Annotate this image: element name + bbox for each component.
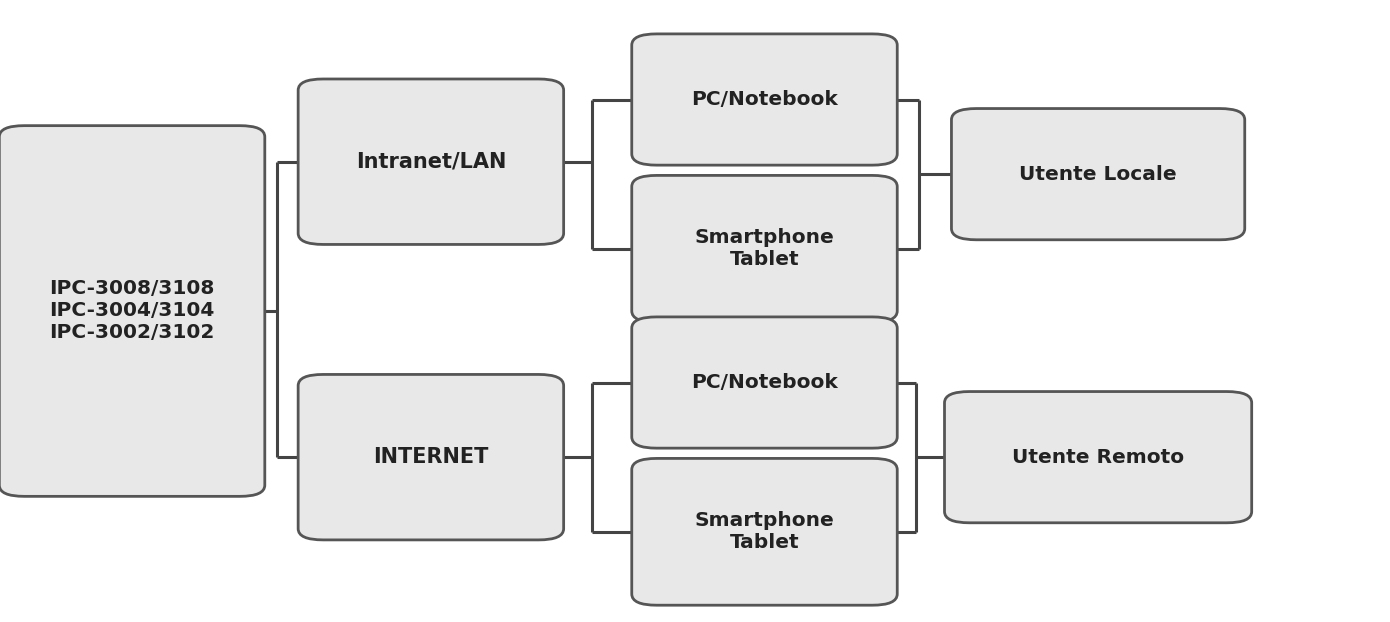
Text: INTERNET: INTERNET — [373, 447, 489, 467]
Text: Utente Locale: Utente Locale — [1019, 165, 1177, 183]
Text: PC/Notebook: PC/Notebook — [691, 373, 838, 392]
FancyBboxPatch shape — [0, 126, 264, 496]
Text: IPC-3008/3108
IPC-3004/3104
IPC-3002/3102: IPC-3008/3108 IPC-3004/3104 IPC-3002/310… — [50, 279, 214, 343]
Text: Smartphone
Tablet: Smartphone Tablet — [695, 511, 834, 552]
Text: Intranet/LAN: Intranet/LAN — [356, 152, 506, 172]
FancyBboxPatch shape — [297, 79, 564, 244]
FancyBboxPatch shape — [951, 109, 1245, 240]
Text: Utente Remoto: Utente Remoto — [1012, 448, 1184, 466]
FancyBboxPatch shape — [631, 317, 898, 448]
FancyBboxPatch shape — [297, 374, 564, 540]
FancyBboxPatch shape — [631, 34, 898, 165]
FancyBboxPatch shape — [631, 175, 898, 322]
Text: Smartphone
Tablet: Smartphone Tablet — [695, 228, 834, 269]
FancyBboxPatch shape — [631, 458, 898, 605]
Text: PC/Notebook: PC/Notebook — [691, 90, 838, 109]
FancyBboxPatch shape — [945, 392, 1251, 522]
